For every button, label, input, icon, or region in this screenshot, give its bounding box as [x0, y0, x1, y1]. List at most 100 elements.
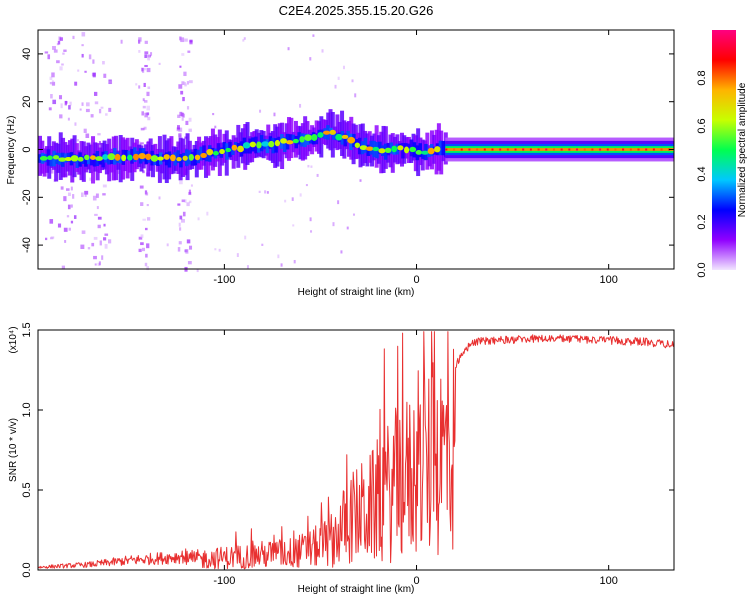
ridge-halo [397, 141, 402, 164]
noise-pixel [181, 81, 185, 85]
noise-pixel [312, 34, 315, 37]
ridge-peak [145, 153, 152, 160]
ridge-core [363, 137, 368, 153]
stable-band-peak [660, 148, 663, 151]
noise-pixel [179, 227, 182, 231]
ridge-peak [77, 156, 84, 162]
ridge-core [421, 150, 425, 159]
noise-pixel [57, 223, 62, 228]
noise-pixel [144, 64, 148, 68]
noise-pixel [70, 186, 73, 191]
noise-pixel [346, 226, 349, 230]
ridge-core [84, 154, 88, 167]
noise-pixel [51, 169, 54, 174]
snr-x-axis-title: Height of straight line (km) [298, 584, 415, 595]
noise-pixel [147, 57, 150, 61]
ridge-peak [329, 129, 336, 135]
noise-pixel [178, 84, 183, 89]
noise-pixel [337, 200, 340, 205]
ridge-peak [378, 148, 386, 154]
ridge-peak [121, 154, 127, 162]
noise-pixel [76, 139, 79, 142]
colorbar-label: Normalized spectral amplitude [737, 82, 748, 217]
ridge-core [167, 151, 172, 168]
noise-pixel [142, 170, 145, 174]
ridge-core [38, 154, 42, 163]
noise-pixel [105, 113, 108, 116]
noise-pixel [96, 206, 99, 210]
noise-pixel [94, 263, 97, 266]
stable-band-peak [568, 148, 571, 151]
noise-pixel [144, 227, 148, 231]
noise-pixel [68, 105, 71, 110]
noise-pixel [70, 204, 73, 208]
ridge-peak [322, 130, 331, 135]
snr-y-axis-title: SNR (10 * v/v) [8, 418, 19, 482]
noise-pixel [141, 247, 146, 252]
noise-pixel [138, 248, 142, 253]
noise-pixel [102, 184, 107, 188]
ridge-core [331, 131, 336, 140]
noise-pixel [69, 101, 72, 106]
noise-pixel [181, 218, 185, 223]
ridge-core [303, 133, 307, 148]
stable-band-peak [645, 148, 648, 151]
noise-pixel [108, 239, 112, 244]
ridge-peak [359, 145, 368, 151]
noise-pixel [60, 186, 64, 190]
noise-pixel [141, 67, 144, 72]
noise-pixel [58, 95, 63, 100]
ridge-core [288, 134, 293, 145]
noise-pixel [184, 38, 188, 42]
noise-pixel [243, 37, 246, 40]
ridge-peak [237, 145, 244, 153]
noise-pixel [246, 265, 249, 269]
noise-pixel [140, 202, 144, 206]
noise-pixel [190, 184, 193, 187]
ridge-core [202, 145, 206, 161]
ridge-core [89, 156, 94, 166]
ridge-peak [372, 146, 380, 152]
ridge-core [124, 149, 128, 161]
noise-pixel [92, 72, 96, 78]
noise-pixel [81, 44, 84, 47]
noise-pixel [108, 107, 112, 112]
colorbar-tick-label: 0.2 [696, 214, 708, 229]
noise-pixel [85, 133, 90, 139]
noise-pixel [97, 216, 102, 220]
noise-pixel [104, 243, 108, 249]
ridge-core [205, 152, 209, 162]
noise-pixel [179, 180, 183, 185]
noise-pixel [178, 127, 183, 132]
noise-pixel [261, 243, 264, 246]
colorbar-tick-label: 0.8 [696, 70, 708, 85]
noise-pixel [63, 49, 67, 52]
noise-pixel [98, 141, 101, 145]
noise-pixel [236, 253, 239, 257]
stable-band-peak [545, 148, 548, 151]
ridge-peak [341, 134, 349, 139]
stable-band-peak [468, 148, 471, 151]
noise-pixel [183, 82, 186, 85]
stable-band-peak [599, 148, 602, 151]
ridge-peak [206, 148, 214, 156]
ridge-peak [107, 153, 116, 161]
noise-pixel [158, 196, 161, 200]
noise-pixel [81, 32, 86, 37]
ridge-peak [285, 140, 294, 145]
noise-pixel [98, 108, 102, 114]
ridge-core [418, 143, 422, 158]
noise-pixel [144, 51, 149, 55]
noise-pixel [53, 49, 58, 53]
noise-pixel [140, 242, 144, 246]
noise-pixel [310, 230, 313, 233]
ridge-peak [219, 149, 225, 155]
noise-pixel [354, 93, 357, 98]
noise-pixel [180, 37, 185, 43]
noise-pixel [182, 211, 186, 217]
noise-pixel [92, 59, 95, 64]
stable-band-peak [460, 148, 463, 151]
noise-pixel [88, 54, 92, 60]
ridge-peak [127, 154, 133, 161]
ridge-peak [317, 132, 324, 138]
